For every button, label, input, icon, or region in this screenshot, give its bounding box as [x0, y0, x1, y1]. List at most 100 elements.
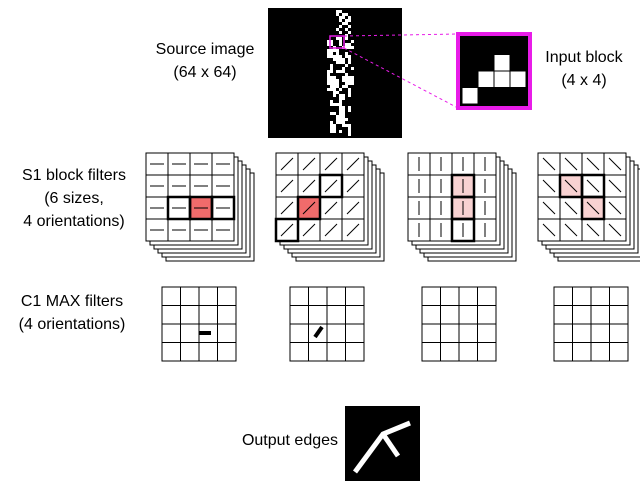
pixel: [336, 85, 339, 88]
pixel: [345, 19, 348, 22]
pixel: [333, 79, 336, 82]
source-image: [268, 8, 402, 138]
pixel: [333, 49, 336, 52]
pixel: [333, 127, 336, 130]
pixel: [333, 94, 336, 97]
pixel: [348, 16, 351, 19]
pixel: [339, 43, 342, 46]
pixel: [330, 79, 333, 82]
pixel: [330, 127, 333, 130]
pixel: [345, 73, 348, 76]
pixel: [333, 82, 336, 85]
pixel: [348, 124, 351, 127]
pixel: [342, 13, 345, 16]
pixel: [330, 130, 333, 133]
pixel: [351, 40, 354, 43]
pixel: [333, 88, 336, 91]
pixel: [339, 25, 342, 28]
pixel: [342, 118, 345, 121]
pixel: [348, 19, 351, 22]
pixel: [342, 61, 345, 64]
pixel: [333, 103, 336, 106]
c1-label: C1 MAX filters: [21, 293, 123, 310]
pixel: [345, 28, 348, 31]
pixel: [330, 55, 333, 58]
pixel: [339, 37, 342, 40]
pixel: [339, 70, 342, 73]
pixel: [330, 112, 333, 115]
pixel: [336, 118, 339, 121]
pixel: [327, 52, 330, 55]
pixel: [327, 79, 330, 82]
pixel: [330, 52, 333, 55]
pixel: [348, 88, 351, 91]
pixel: [342, 115, 345, 118]
pixel: [345, 52, 348, 55]
pixel: [348, 109, 351, 112]
pixel: [333, 76, 336, 79]
pixel: [333, 112, 336, 115]
pixel: [336, 58, 339, 61]
pixel: [348, 76, 351, 79]
pixel: [330, 76, 333, 79]
pixel: [342, 94, 345, 97]
pixel: [330, 82, 333, 85]
pixel: [348, 79, 351, 82]
pixel: [342, 85, 345, 88]
source-label: Source image: [156, 41, 255, 58]
pixel: [339, 121, 342, 124]
pixel: [348, 82, 351, 85]
pixel: [339, 100, 342, 103]
pixel: [336, 115, 339, 118]
pixel: [336, 70, 339, 73]
pixel: [345, 43, 348, 46]
pixel: [342, 22, 345, 25]
pixel: [351, 67, 354, 70]
pixel: [339, 10, 342, 13]
pixel: [348, 130, 351, 133]
pixel: [339, 55, 342, 58]
pixel: [351, 82, 354, 85]
pixel: [339, 61, 342, 64]
pixel: [342, 124, 345, 127]
pixel: [327, 73, 330, 76]
s1-label: S1 block filters: [22, 167, 126, 184]
pixel: [345, 76, 348, 79]
pixel: [339, 58, 342, 61]
pixel: [348, 58, 351, 61]
s1-label: (6 sizes,: [44, 190, 104, 207]
pixel: [336, 91, 339, 94]
pixel: [330, 103, 333, 106]
pixel: [333, 55, 336, 58]
pixel: [348, 31, 351, 34]
pixel: [348, 133, 351, 136]
input-label: Input block: [545, 49, 623, 66]
pixel: [336, 55, 339, 58]
pixel: [330, 121, 333, 124]
pixel: [342, 76, 345, 79]
pixel: [327, 82, 330, 85]
pixel: [339, 97, 342, 100]
pixel: [327, 70, 330, 73]
input-cell: [478, 71, 494, 88]
pixel: [345, 37, 348, 40]
pixel: [327, 55, 330, 58]
pixel: [336, 103, 339, 106]
pixel: [345, 79, 348, 82]
pixel: [342, 112, 345, 115]
pixel: [348, 25, 351, 28]
pixel: [336, 121, 339, 124]
pixel: [348, 127, 351, 130]
pixel: [339, 112, 342, 115]
pixel: [339, 106, 342, 109]
output-label: Output edges: [242, 432, 338, 449]
pixel: [342, 67, 345, 70]
pixel: [348, 46, 351, 49]
pixel: [342, 16, 345, 19]
pixel: [330, 100, 333, 103]
pixel: [345, 55, 348, 58]
pixel: [342, 97, 345, 100]
pixel: [336, 37, 339, 40]
pixel: [336, 10, 339, 13]
pixel: [327, 76, 330, 79]
